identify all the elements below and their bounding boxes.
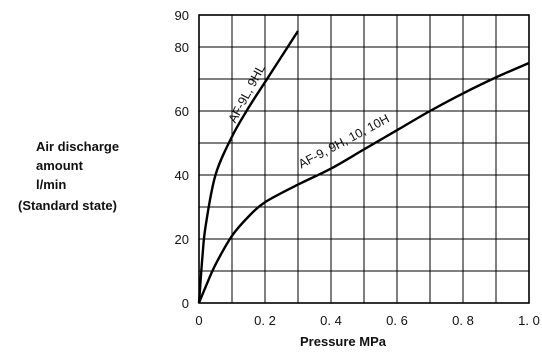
y-axis-title-line: l/min xyxy=(36,177,67,192)
y-axis-title-line: Air discharge xyxy=(36,139,120,154)
y-axis-title-line: amount xyxy=(36,158,83,173)
y-tick-label: 80 xyxy=(175,40,189,55)
x-tick-label: 0. 6 xyxy=(386,313,408,328)
plot-frame xyxy=(198,14,530,304)
x-tick-label: 0. 4 xyxy=(320,313,342,328)
y-tick-label: 20 xyxy=(175,232,189,247)
x-tick-label: 1. 0 xyxy=(518,313,540,328)
y-tick-label: 90 xyxy=(175,8,189,23)
y-tick-label: 40 xyxy=(175,168,189,183)
x-tick-label: 0. 8 xyxy=(452,313,474,328)
series-line xyxy=(197,30,300,304)
x-tick-label: 0 xyxy=(195,313,202,328)
series-line xyxy=(197,61,530,304)
x-tick-label: 0. 2 xyxy=(254,313,276,328)
y-tick-label: 0 xyxy=(182,296,189,311)
x-axis-title: Pressure MPa xyxy=(300,334,386,349)
y-axis-title-line: (Standard state) xyxy=(18,198,117,213)
y-tick-label: 60 xyxy=(175,104,189,119)
y-axis-title: Air discharge amount l/min (Standard sta… xyxy=(18,137,148,215)
